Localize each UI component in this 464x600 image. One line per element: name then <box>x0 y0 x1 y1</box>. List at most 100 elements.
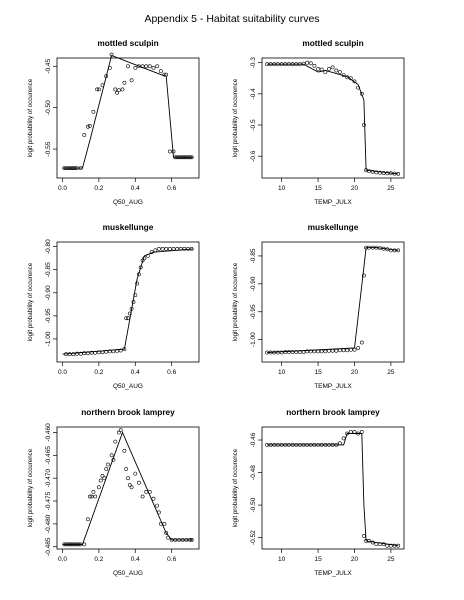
data-point <box>305 60 310 65</box>
data-point <box>100 473 105 478</box>
data-point <box>67 352 72 357</box>
data-point <box>144 64 149 69</box>
chart-title: northern brook lamprey <box>81 407 175 417</box>
data-point <box>127 311 132 316</box>
data-point <box>356 346 361 350</box>
data-point <box>167 246 172 251</box>
data-point <box>82 351 87 356</box>
chart-title: mottled sculpin <box>97 38 158 48</box>
x-tick-label: 0.0 <box>58 369 67 376</box>
x-tick-label: 20 <box>351 369 359 376</box>
y-axis-label: logit probability of occurence <box>232 78 239 157</box>
data-point <box>133 66 138 70</box>
data-point <box>337 441 342 446</box>
fitted-line <box>62 54 194 169</box>
data-point <box>352 429 357 434</box>
y-tick-label: -0.46 <box>250 432 257 447</box>
y-tick-label: -0.460 <box>45 423 52 442</box>
data-point <box>348 429 353 434</box>
x-axis-label: TEMP_JULX <box>314 570 352 577</box>
y-tick-label: -0.45 <box>45 58 52 73</box>
y-tick-label: -0.465 <box>45 446 52 465</box>
x-tick-label: 0.4 <box>131 369 140 376</box>
data-point <box>178 246 183 251</box>
data-point <box>153 248 158 253</box>
data-point <box>164 531 169 535</box>
data-point <box>316 67 321 71</box>
x-axis-label: TEMP_JULX <box>314 199 352 206</box>
data-point <box>352 79 357 84</box>
data-point <box>352 347 357 352</box>
chart-panel: muskellunge 10 15 20 25 TEMP_JULX -1.00 -0.95 -0… <box>232 222 405 390</box>
data-point <box>337 70 342 74</box>
data-point <box>158 69 163 74</box>
x-tick-label: 0.6 <box>167 185 176 192</box>
data-point <box>113 87 118 92</box>
data-point <box>341 436 346 441</box>
data-point <box>301 61 306 66</box>
data-point <box>107 349 112 354</box>
data-point <box>87 494 92 499</box>
data-point <box>89 350 94 355</box>
x-tick-label: 10 <box>278 369 286 376</box>
data-point <box>156 246 161 251</box>
y-tick-label: -0.80 <box>45 239 52 254</box>
data-point <box>155 64 160 69</box>
data-point <box>155 503 160 508</box>
y-tick-label: -0.90 <box>45 285 52 300</box>
x-axis-label: Q50_AUG <box>113 383 143 390</box>
y-tick-label: -0.4 <box>250 88 257 100</box>
data-point <box>167 149 172 154</box>
data-point <box>378 170 382 175</box>
data-point <box>361 534 366 538</box>
x-tick-label: 0.2 <box>94 556 103 563</box>
chart-title: northern brook lamprey <box>286 407 380 417</box>
data-point <box>87 124 92 128</box>
chart-panel: muskellunge 0.0 0.2 0.4 0.6 Q50_AUG -1.00 -0.95… <box>27 222 200 390</box>
data-point <box>319 349 324 354</box>
x-axis-label: Q50_AUG <box>113 199 143 206</box>
data-point <box>106 462 110 467</box>
y-axis-label: logit probability of occurence <box>27 262 34 341</box>
data-point <box>104 467 109 471</box>
data-point <box>378 542 382 547</box>
data-point <box>359 429 364 434</box>
data-point <box>341 348 346 353</box>
data-point <box>126 64 130 69</box>
data-point <box>93 494 98 499</box>
plot-frame <box>56 426 200 550</box>
data-point <box>330 348 335 353</box>
data-point <box>140 494 145 499</box>
y-tick-label: -0.90 <box>250 276 257 291</box>
data-point <box>279 350 284 355</box>
x-tick-label: 0.4 <box>131 185 140 192</box>
y-tick-label: -0.48 <box>250 465 257 480</box>
data-point <box>91 109 96 114</box>
data-point <box>327 67 331 71</box>
chart-title: muskellunge <box>308 222 359 232</box>
x-tick-label: 15 <box>314 556 322 563</box>
data-point <box>124 316 129 321</box>
chart-panel: mottled sculpin 0.0 0.2 0.4 0.6 Q50_AUG -0.55 -… <box>27 38 200 206</box>
x-tick-label: 15 <box>314 369 322 376</box>
data-point <box>97 87 101 92</box>
data-point <box>151 66 156 70</box>
x-tick-label: 20 <box>351 556 359 563</box>
plot-frame <box>261 426 405 550</box>
y-tick-label: -0.55 <box>45 141 52 156</box>
y-axis-label: logit probability of occurence <box>232 448 239 527</box>
data-point <box>312 63 317 68</box>
x-tick-label: 25 <box>387 185 395 192</box>
chart-panel: mottled sculpin 10 15 20 25 TEMP_JULX -0.6 -0.5… <box>232 38 405 206</box>
x-tick-label: 0.6 <box>167 369 176 376</box>
data-point <box>129 78 134 83</box>
data-point <box>388 248 393 253</box>
data-point <box>95 87 100 92</box>
y-tick-label: -0.85 <box>250 248 257 263</box>
y-tick-label: -0.50 <box>250 497 257 512</box>
page-title: Appendix 5 - Habitat suitability curves <box>144 13 320 25</box>
data-point <box>305 349 310 354</box>
data-point <box>385 171 390 176</box>
data-point <box>135 281 140 286</box>
data-point <box>89 494 94 499</box>
